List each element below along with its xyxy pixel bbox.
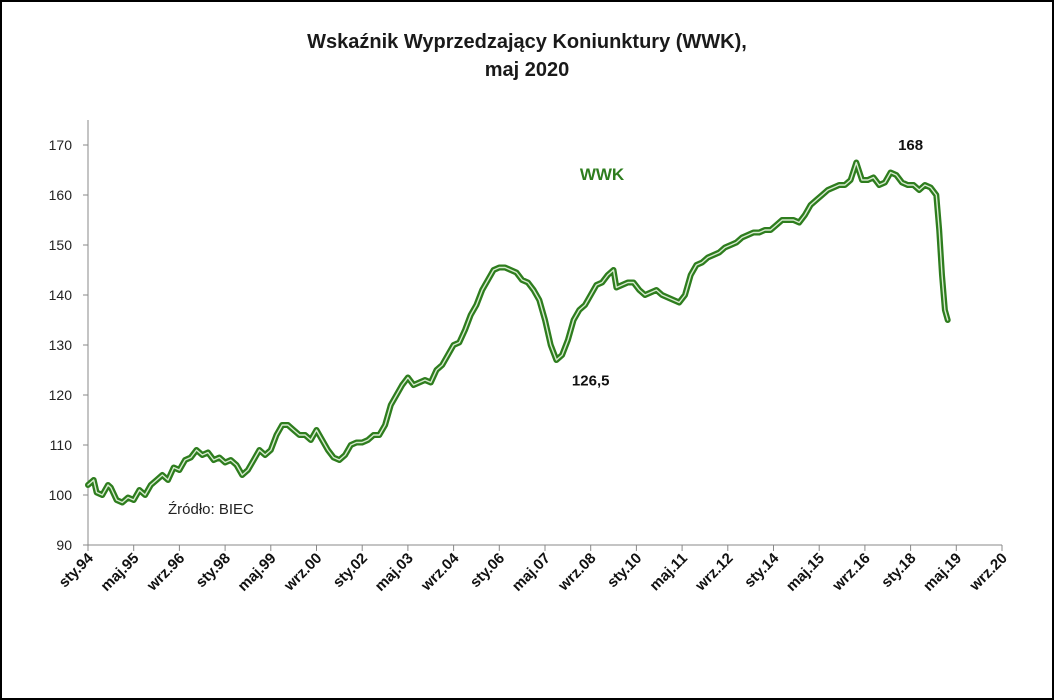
x-tick-label: sty.94	[56, 549, 98, 591]
x-tick-label: sty.18	[878, 550, 919, 591]
x-tick-label: wrz.12	[691, 550, 736, 595]
y-tick-label: 140	[49, 287, 73, 303]
x-tick-label: maj.19	[920, 550, 965, 595]
chart-title-line-1: Wskaźnik Wyprzedzający Koniunktury (WWK)…	[307, 31, 747, 53]
data-label-annotation: 168	[898, 137, 923, 154]
y-tick-label: 170	[49, 137, 73, 153]
x-tick-label: sty.14	[741, 549, 783, 591]
y-tick-label: 130	[49, 337, 73, 353]
x-tick-label: wrz.04	[417, 549, 463, 595]
x-tick-label: maj.99	[235, 550, 280, 595]
x-tick-label: wrz.16	[829, 550, 874, 595]
x-tick-label: maj.95	[97, 550, 142, 595]
x-tick-label: wrz.96	[143, 550, 188, 595]
y-tick-label: 100	[49, 487, 73, 503]
series-line-wwk-outer	[85, 159, 951, 506]
y-tick-label: 120	[49, 387, 73, 403]
y-axis-ticks: 90 100 110 120 130 140 150 160 170	[49, 137, 88, 553]
x-tick-label: wrz.20	[966, 550, 1011, 595]
source-note: Źródło: BIEC	[168, 501, 254, 518]
x-tick-label: maj.07	[509, 550, 554, 595]
x-tick-label: wrz.08	[554, 550, 599, 595]
y-tick-label: 150	[49, 237, 73, 253]
x-tick-label: sty.06	[467, 550, 508, 591]
x-tick-label: maj.03	[372, 550, 417, 595]
x-tick-label: maj.15	[783, 550, 828, 595]
y-tick-label: 110	[50, 437, 73, 453]
x-tick-label: wrz.00	[280, 550, 325, 595]
chart-title-line-2: maj 2020	[485, 59, 570, 81]
series-lines	[85, 159, 951, 506]
x-tick-label: sty.98	[193, 550, 234, 591]
data-label-annotation: 126,5	[572, 373, 610, 390]
y-tick-label: 90	[56, 537, 72, 553]
x-tick-label: sty.02	[330, 550, 371, 591]
series-label-wwk: WWK	[580, 165, 625, 184]
x-tick-label: maj.11	[646, 550, 690, 594]
series-line-wwk-inner	[87, 161, 949, 504]
x-tick-label: sty.10	[604, 550, 645, 591]
annotations: 168 126,5	[572, 137, 923, 390]
x-axis-ticks: sty.94 maj.95 wrz.96 sty.98 maj.99 wrz.00 sty.…	[56, 545, 1011, 595]
y-tick-label: 160	[49, 187, 73, 203]
